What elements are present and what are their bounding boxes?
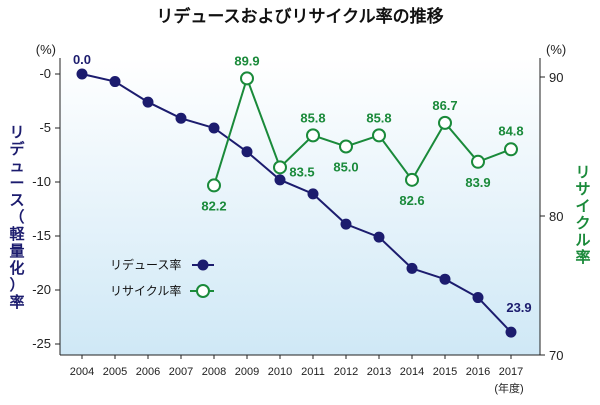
axis-title-char: ） xyxy=(9,276,24,294)
recycle-data-label: 83.9 xyxy=(465,175,490,190)
recycle-point xyxy=(405,172,419,187)
axes: -0 -5 -10 -15 -20 -25 90 80 70 (%) (%) 2004 2005 2006… xyxy=(9,42,590,395)
plot-background xyxy=(60,58,540,355)
left-axis-unit: (%) xyxy=(36,42,56,57)
reduce-point xyxy=(340,218,352,230)
axis-title-char: （ xyxy=(9,208,24,226)
reduce-point xyxy=(76,68,88,80)
axis-title-char: イ xyxy=(575,197,590,215)
x-tick-label: 2010 xyxy=(268,366,292,378)
reduce-line xyxy=(81,73,512,333)
x-axis-unit: (年度) xyxy=(494,381,523,395)
x-tick-label: 2007 xyxy=(169,366,193,378)
reduce-point xyxy=(109,76,121,88)
reduce-data-label: 23.9 xyxy=(506,300,531,315)
recycle-point xyxy=(372,128,386,143)
legend-label-recycle: リサイクル率 xyxy=(110,283,181,298)
chart-marks xyxy=(76,68,518,338)
x-tick-label: 2017 xyxy=(499,366,523,378)
recycle-point xyxy=(339,139,353,154)
reduce-point xyxy=(373,231,385,243)
x-tick-label: 2004 xyxy=(70,366,94,378)
reduce-point xyxy=(175,112,187,124)
axis-title-char: ス xyxy=(9,191,24,209)
left-tick-label: -15 xyxy=(32,228,51,243)
right-tick-label: 90 xyxy=(549,70,563,85)
legend-label-reduce: リデュース率 xyxy=(110,257,181,272)
left-tick-label: -5 xyxy=(39,120,51,135)
axis-title-char: サ xyxy=(575,180,590,198)
left-tick-label: -20 xyxy=(32,282,51,297)
recycle-point xyxy=(273,160,287,175)
reduce-point xyxy=(472,292,484,304)
axis-title-char: ク xyxy=(575,214,590,232)
axis-title-char: 量 xyxy=(9,242,24,260)
axis-title-char: ー xyxy=(9,174,24,192)
reduce-point xyxy=(142,96,154,108)
recycle-data-label: 89.9 xyxy=(234,53,259,68)
recycle-point xyxy=(504,142,518,157)
reduce-point xyxy=(505,326,517,338)
x-tick-label: 2012 xyxy=(334,366,358,378)
axis-title-char: 軽 xyxy=(9,225,25,243)
left-tick-label: -10 xyxy=(32,174,51,189)
right-tick-label: 80 xyxy=(549,209,563,224)
axis-title-char: 化 xyxy=(9,259,24,277)
axis-title-char: デ xyxy=(9,140,25,158)
legend-marker-reduce xyxy=(197,259,209,271)
recycle-point xyxy=(471,154,485,169)
x-tick-label: 2006 xyxy=(136,366,160,378)
reduce-data-label: 0.0 xyxy=(73,52,91,67)
x-tick-label: 2013 xyxy=(367,366,391,378)
left-tick-label: -25 xyxy=(32,336,51,351)
x-tick-label: 2008 xyxy=(202,366,226,378)
recycle-data-label: 85.0 xyxy=(333,160,358,175)
reduce-point xyxy=(208,122,220,134)
right-axis-title: リサイクル率 xyxy=(575,163,590,266)
axis-title-char: 率 xyxy=(575,248,590,266)
recycle-point xyxy=(207,178,221,193)
recycle-data-label: 84.8 xyxy=(498,123,523,138)
recycle-point xyxy=(438,115,452,130)
recycle-data-label: 86.7 xyxy=(432,98,457,113)
recycle-line xyxy=(213,75,512,186)
axis-title-char: リ xyxy=(9,123,24,141)
x-tick-label: 2015 xyxy=(433,366,457,378)
right-tick-label: 70 xyxy=(549,348,563,363)
right-axis-unit: (%) xyxy=(546,42,566,57)
reduce-point xyxy=(274,174,286,186)
data-labels: 0.0 23.9 82.2 89.9 83.5 85.8 85.0 85.8 82.6 86.7 8… xyxy=(73,52,532,315)
legend-marker-recycle xyxy=(196,284,210,298)
axis-title-char: 率 xyxy=(9,293,24,311)
reduce-point xyxy=(439,273,451,285)
axis-title-char: ュ xyxy=(9,157,24,175)
recycle-data-label: 82.2 xyxy=(201,198,226,213)
x-tick-label: 2014 xyxy=(400,366,424,378)
chart-title: リデュースおよびリサイクル率の推移 xyxy=(156,6,443,27)
reduce-point xyxy=(241,146,253,158)
recycle-data-label: 85.8 xyxy=(300,110,325,125)
left-axis-title: リデュース（軽量化）率 xyxy=(9,123,25,311)
recycle-data-label: 85.8 xyxy=(366,110,391,125)
axis-title-char: リ xyxy=(575,163,590,181)
x-tick-label: 2016 xyxy=(466,366,490,378)
x-tick-label: 2005 xyxy=(103,366,127,378)
axis-title-char: ル xyxy=(575,231,590,249)
left-tick-label: -0 xyxy=(39,66,51,81)
recycle-data-label: 82.6 xyxy=(399,193,424,208)
recycle-data-label: 83.5 xyxy=(289,164,314,179)
recycle-point xyxy=(306,128,320,143)
reduce-point xyxy=(307,188,319,200)
x-tick-label: 2011 xyxy=(301,366,325,378)
reduce-point xyxy=(406,262,418,274)
x-tick-label: 2009 xyxy=(235,366,259,378)
recycle-point xyxy=(240,71,254,86)
